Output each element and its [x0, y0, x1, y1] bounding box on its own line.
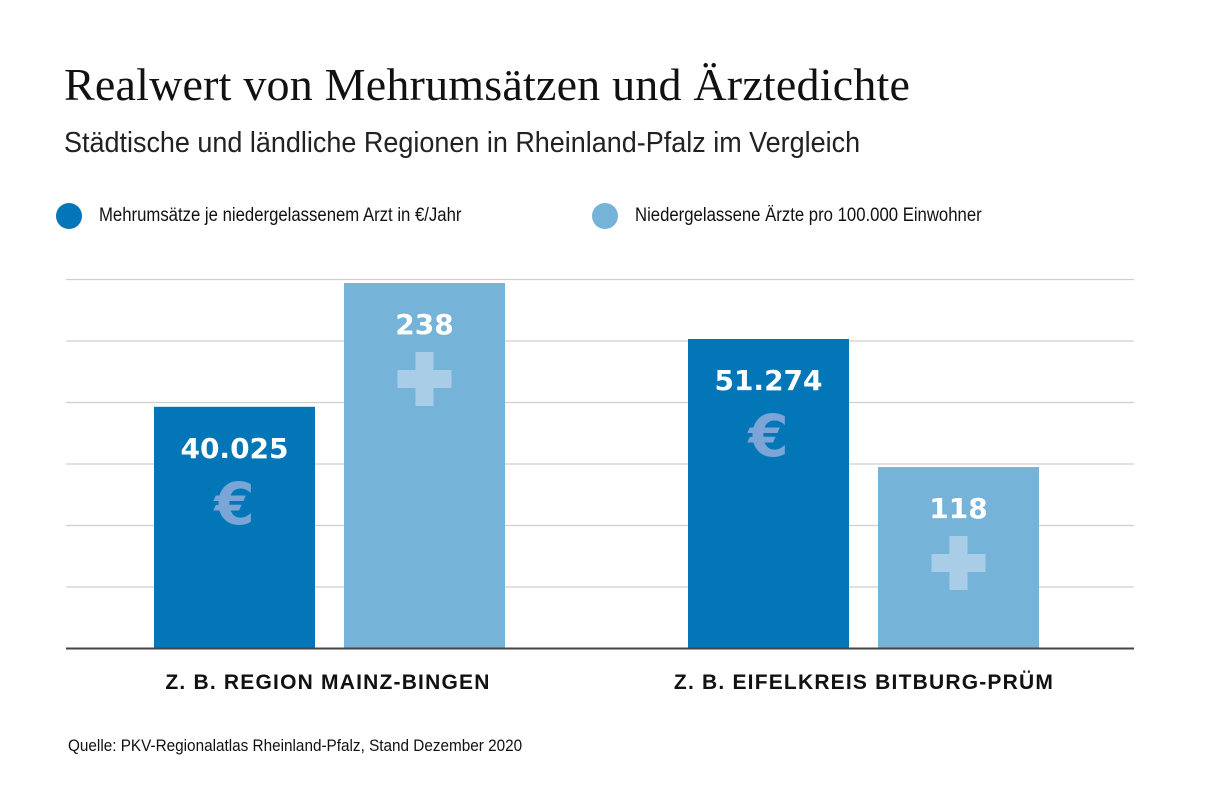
data-label-doctors: 238 [395, 308, 453, 341]
legend-item-doctors: Niedergelassene Ärzte pro 100.000 Einwoh… [592, 203, 1029, 229]
data-label-doctors: 118 [929, 492, 987, 525]
medical-cross-icon [931, 536, 986, 591]
chart-subtitle: Städtische und ländliche Regionen in Rhe… [64, 127, 861, 159]
medical-cross-icon [397, 352, 452, 406]
bars: 40.025 €238 51.274 €118 [154, 283, 1039, 648]
euro-icon: € [212, 470, 254, 538]
bar-group-revenue: 51.274 € [688, 339, 849, 648]
data-label-revenue: 40.025 [180, 432, 288, 465]
data-label-revenue: 51.274 [714, 364, 822, 397]
bar-doctors [344, 283, 505, 648]
chart-title: Realwert von Mehrumsätzen und Ärztedicht… [64, 59, 911, 110]
legend-item-revenue: Mehrumsätze je niedergelassenem Arzt in … [56, 203, 511, 229]
source-note: Quelle: PKV-Regionalatlas Rheinland-Pfal… [68, 736, 523, 755]
euro-icon: € [746, 402, 788, 470]
bar-group-revenue: 40.025 € [154, 406, 315, 648]
bar-revenue [154, 406, 315, 648]
bar-revenue [688, 339, 849, 648]
legend-label-revenue: Mehrumsätze je niedergelassenem Arzt in … [99, 205, 462, 226]
x-tick-label-bitburg-pruem: Z. B. EIFELKREIS BITBURG-PRÜM [674, 671, 1054, 694]
x-tick-label-mainz-bingen: Z. B. REGION MAINZ-BINGEN [165, 671, 490, 694]
legend-swatch-doctors [592, 203, 618, 229]
bar-group-doctors: 118 [878, 467, 1039, 648]
bar-group-doctors: 238 [344, 283, 505, 648]
legend-label-doctors: Niedergelassene Ärzte pro 100.000 Einwoh… [635, 205, 982, 226]
legend-swatch-revenue [56, 203, 82, 229]
